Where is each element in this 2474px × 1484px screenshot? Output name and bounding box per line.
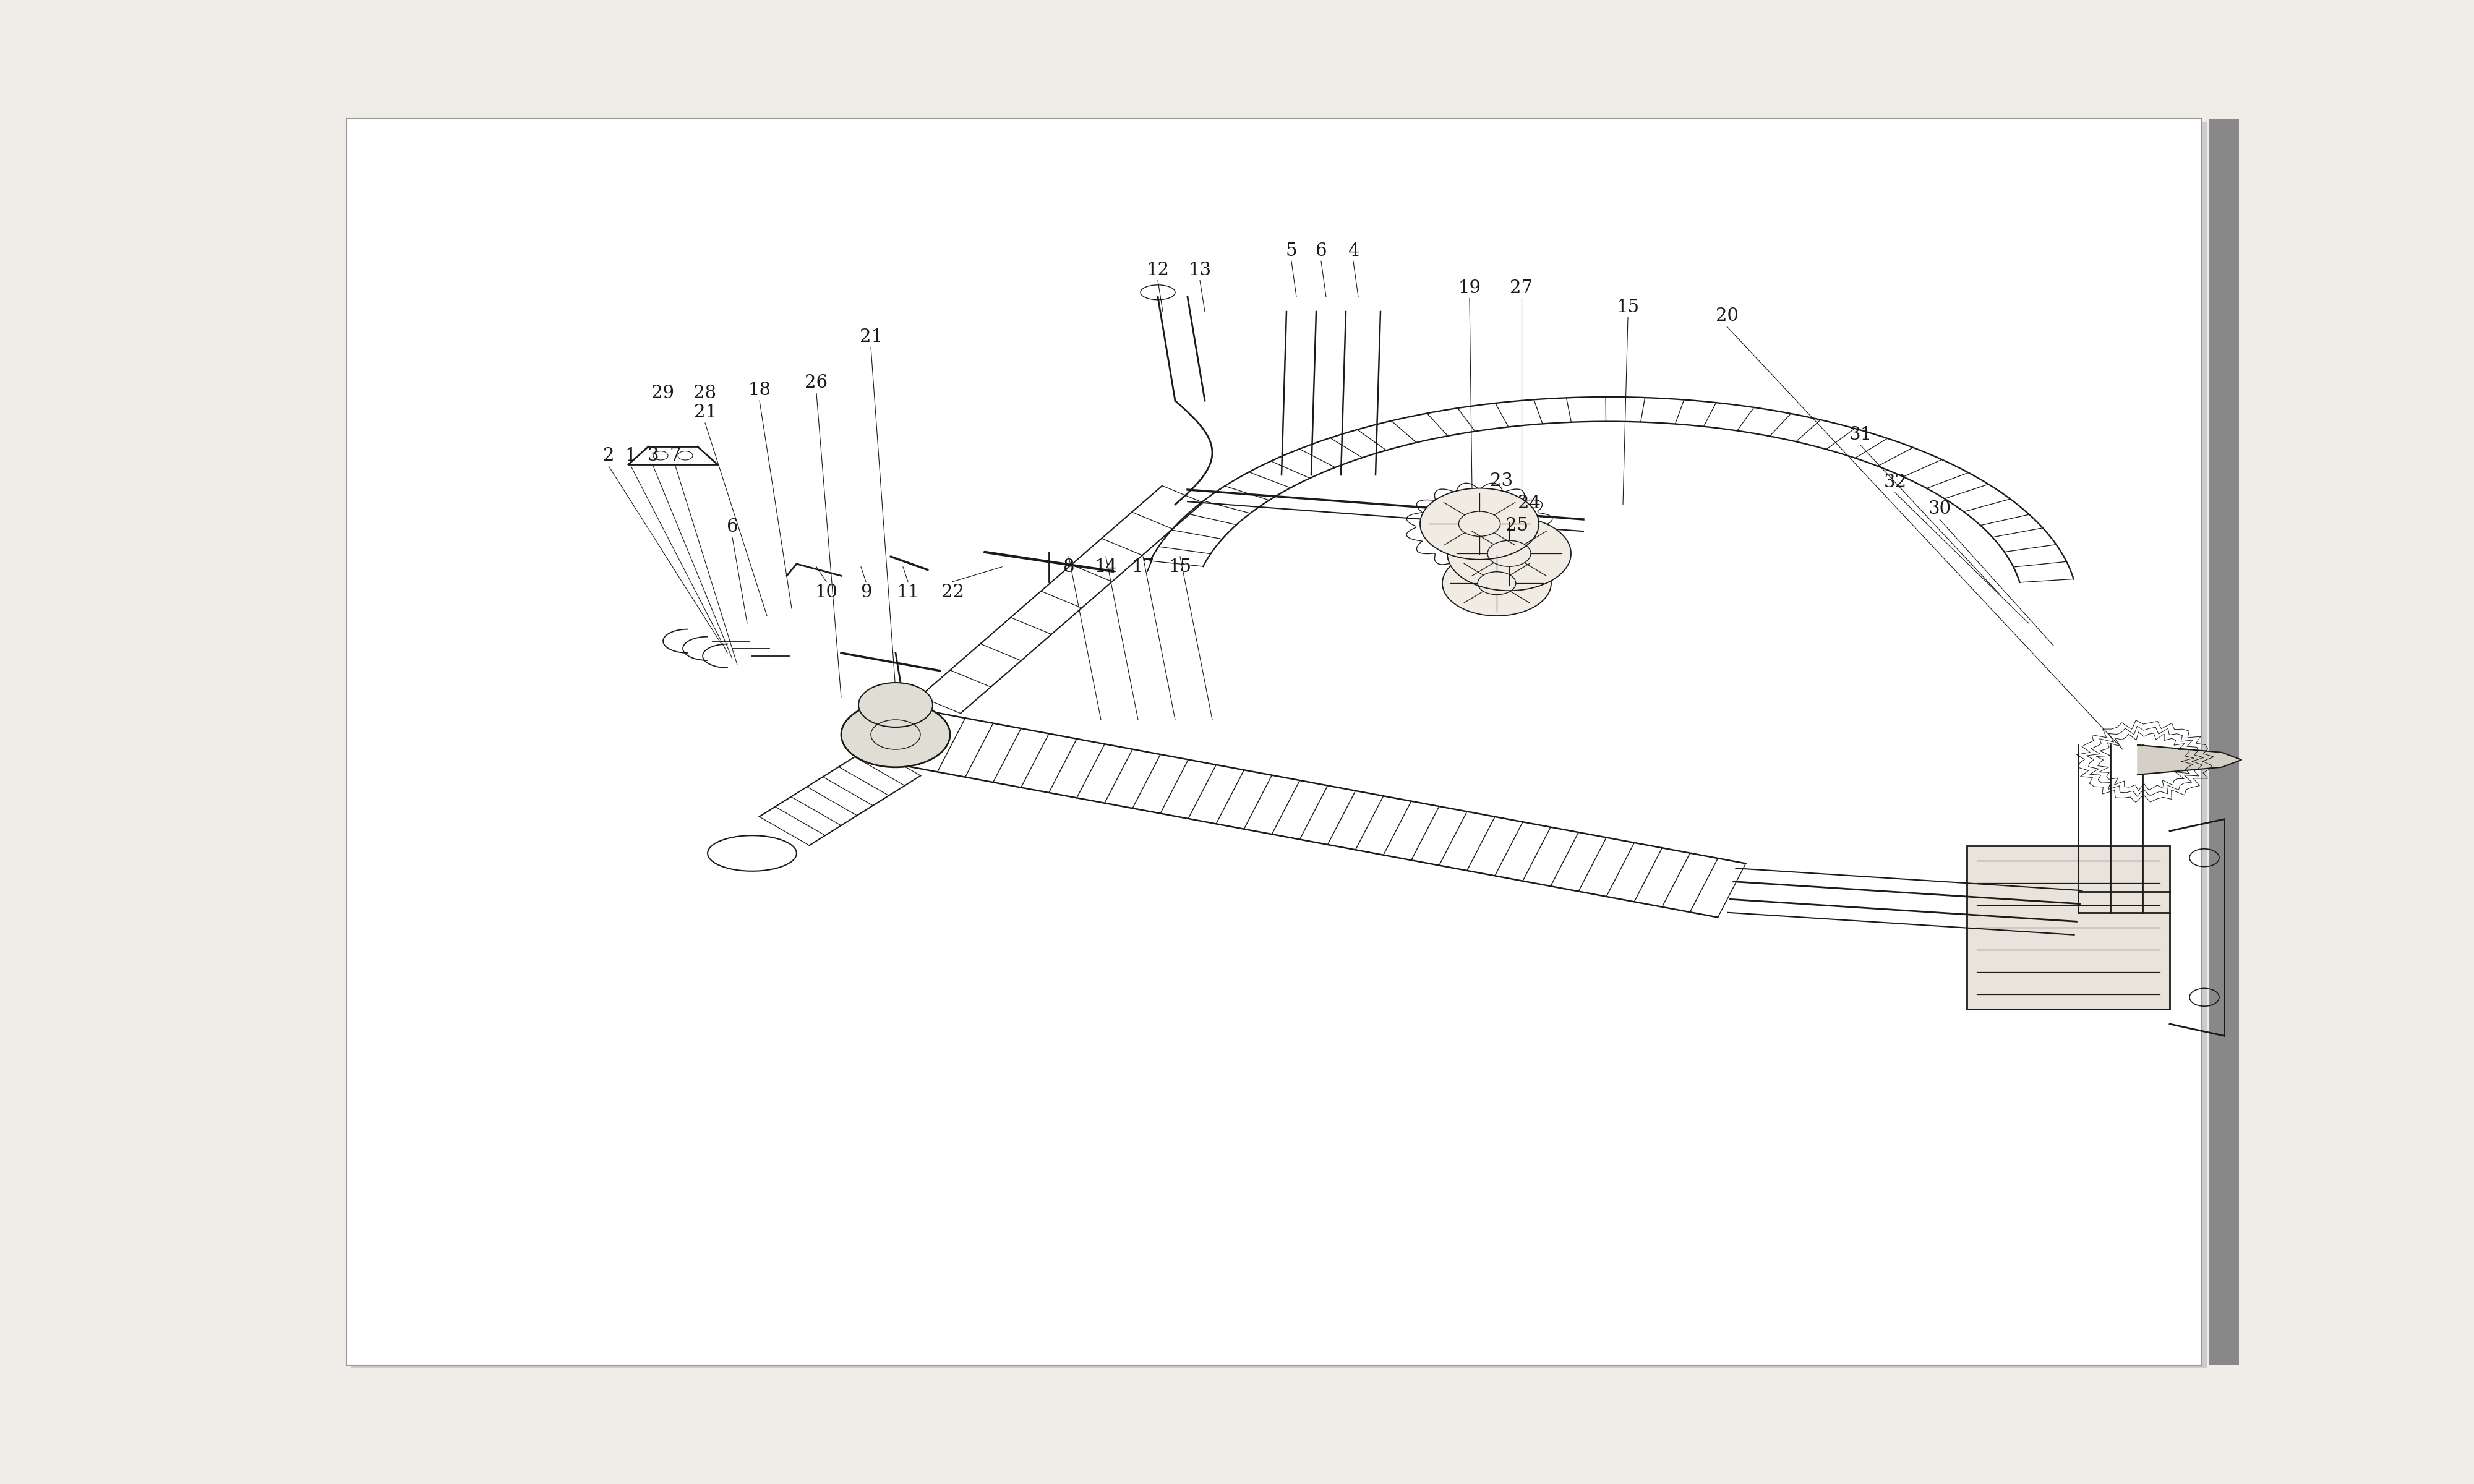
Text: 27: 27 (1509, 279, 1534, 297)
Text: 23: 23 (1489, 472, 1514, 490)
Text: 25: 25 (1504, 516, 1529, 534)
Text: 7: 7 (670, 447, 680, 464)
Bar (2209, 119, 2239, 1365)
FancyBboxPatch shape (351, 122, 2207, 1368)
Text: 2: 2 (604, 447, 614, 464)
Text: 12: 12 (1145, 261, 1170, 279)
Text: 15: 15 (1616, 298, 1640, 316)
Text: 30: 30 (1927, 500, 1952, 518)
Text: 15: 15 (1168, 558, 1192, 576)
Text: 10: 10 (814, 583, 839, 601)
Text: 24: 24 (1517, 494, 1541, 512)
Circle shape (858, 683, 933, 727)
Text: 3: 3 (648, 447, 658, 464)
Text: 31: 31 (1848, 426, 1873, 444)
Text: 18: 18 (747, 381, 772, 399)
Text: 4: 4 (1348, 242, 1358, 260)
Text: 29: 29 (651, 384, 675, 402)
Text: 13: 13 (1188, 261, 1212, 279)
Circle shape (1442, 551, 1551, 616)
Circle shape (1420, 488, 1539, 559)
Text: 22: 22 (940, 583, 965, 601)
Text: 20: 20 (1714, 307, 1739, 325)
Text: 1: 1 (626, 447, 636, 464)
Text: 8: 8 (1064, 558, 1074, 576)
Text: 5: 5 (1286, 242, 1296, 260)
Polygon shape (2138, 745, 2241, 775)
Circle shape (1447, 516, 1571, 591)
Text: 11: 11 (896, 583, 920, 601)
Text: 26: 26 (804, 374, 829, 392)
Text: 21: 21 (693, 404, 717, 421)
Text: 28: 28 (693, 384, 717, 402)
Text: 19: 19 (1457, 279, 1482, 297)
FancyBboxPatch shape (346, 119, 2202, 1365)
Text: 21: 21 (858, 328, 883, 346)
Bar (1967, 846, 2170, 1009)
Text: 32: 32 (1883, 473, 1907, 491)
Text: 17: 17 (1131, 558, 1155, 576)
Circle shape (841, 702, 950, 767)
Text: 14: 14 (1094, 558, 1118, 576)
Text: 6: 6 (727, 518, 737, 536)
Text: 6: 6 (1316, 242, 1326, 260)
Text: 9: 9 (861, 583, 871, 601)
